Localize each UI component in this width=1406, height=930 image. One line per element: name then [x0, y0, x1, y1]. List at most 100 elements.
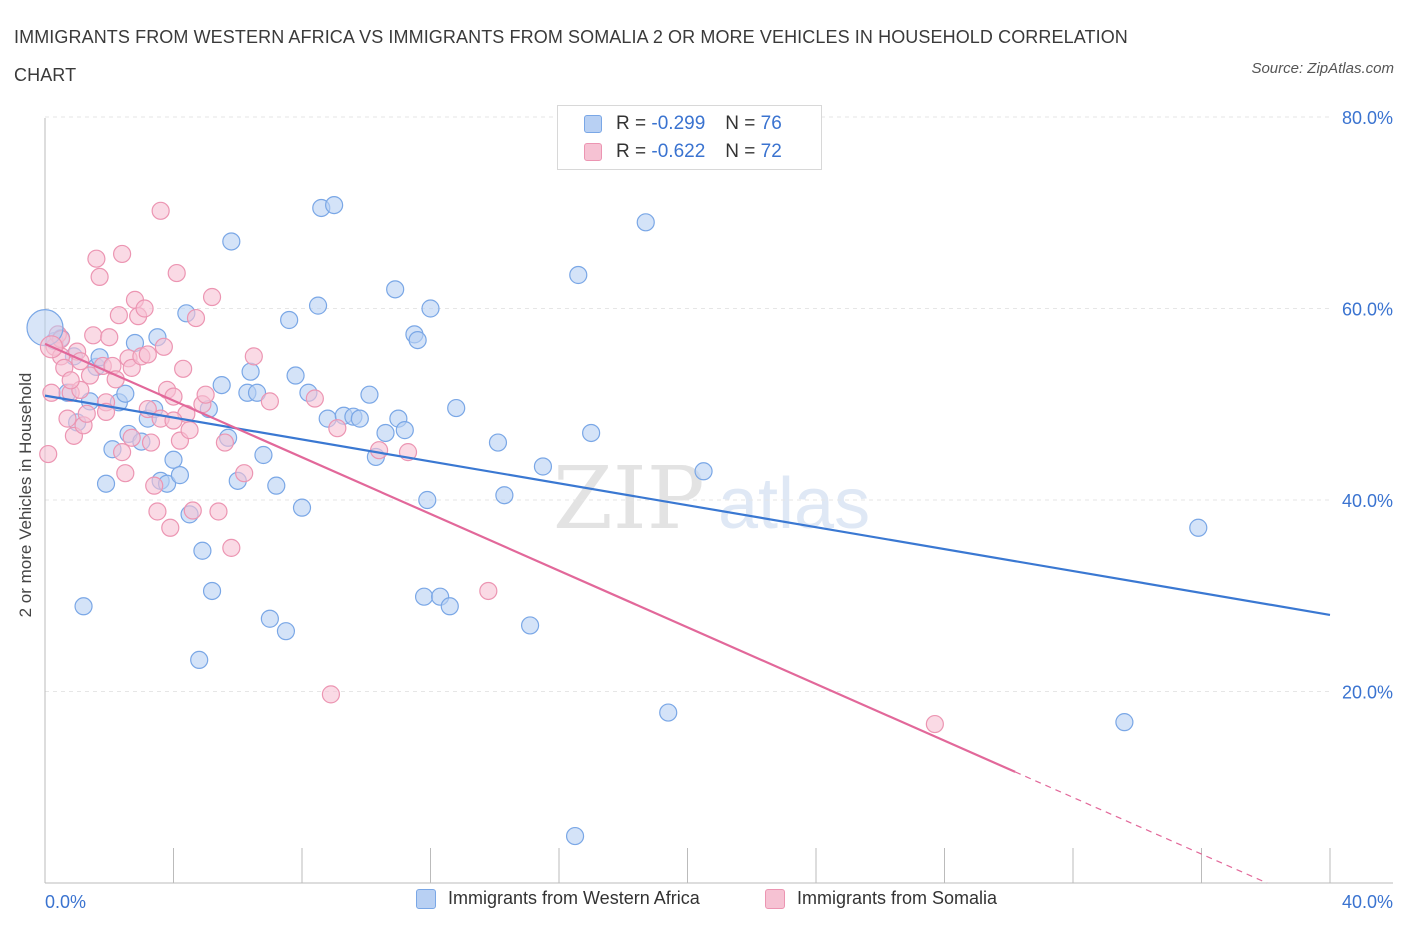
- data-point-pink: [116, 464, 135, 483]
- x-tick-label: 0.0%: [45, 892, 86, 912]
- data-point-pink: [84, 326, 103, 345]
- data-point-blue: [350, 409, 369, 428]
- trend-lines: [44, 342, 1331, 884]
- r-label: R =: [616, 141, 647, 162]
- data-point-pink: [141, 433, 161, 452]
- data-point-blue: [193, 541, 212, 560]
- legend-label: Immigrants from Somalia: [797, 888, 998, 908]
- data-point-pink: [112, 244, 132, 264]
- data-point-pink: [167, 263, 186, 283]
- x-tick-labels: 0.0% 40.0%: [45, 892, 1393, 912]
- legend-item-western-africa[interactable]: Immigrants from Western Africa: [416, 888, 700, 909]
- data-point-blue: [636, 213, 655, 232]
- data-point-blue: [116, 384, 135, 403]
- data-point-blue: [408, 330, 427, 350]
- y-tick-label: 20.0%: [1342, 683, 1393, 703]
- data-point-blue: [1189, 518, 1208, 537]
- data-point-blue: [222, 232, 241, 251]
- trend-line-extension-pink: [1014, 771, 1268, 884]
- data-point-pink: [215, 433, 234, 452]
- pink-swatch: [584, 143, 602, 161]
- n-label: N =: [725, 141, 756, 162]
- r-value: -0.622: [651, 141, 706, 162]
- data-point-pink: [305, 389, 324, 408]
- data-point-blue: [440, 597, 459, 616]
- data-point-blue: [247, 383, 267, 402]
- data-point-blue: [520, 616, 540, 635]
- data-point-pink: [479, 581, 498, 601]
- data-point-pink: [235, 464, 254, 483]
- series-legend: Immigrants from Western Africa Immigrant…: [0, 888, 1406, 916]
- data-point-blue: [164, 450, 183, 469]
- data-point-blue: [533, 457, 553, 476]
- data-point-blue: [190, 650, 209, 670]
- data-point-pink: [925, 714, 944, 734]
- data-point-pink: [135, 299, 154, 318]
- data-point-pink: [209, 502, 228, 521]
- watermark-atlas: atlas: [718, 464, 870, 544]
- data-point-blue: [286, 366, 305, 385]
- data-point-pink: [122, 428, 141, 447]
- data-point-pink: [244, 347, 263, 366]
- data-point-blue: [267, 476, 286, 495]
- data-point-blue: [96, 474, 116, 493]
- data-point-pink: [109, 306, 128, 325]
- r-label: R =: [616, 113, 647, 134]
- data-point-blue: [202, 581, 222, 601]
- data-point-blue: [414, 587, 434, 606]
- n-label: N =: [725, 113, 756, 134]
- stats-legend-row-western-africa: R = -0.299 N = 76: [584, 112, 782, 136]
- trend-line-blue: [44, 394, 1331, 616]
- data-point-pink: [151, 201, 170, 220]
- data-point-blue: [659, 703, 678, 722]
- data-point-pink: [58, 409, 77, 428]
- n-value: 76: [760, 113, 782, 134]
- data-point-blue: [569, 265, 588, 285]
- data-point-blue: [386, 280, 405, 299]
- pink-swatch: [765, 888, 785, 909]
- data-point-blue: [376, 423, 395, 443]
- data-point-pink: [87, 249, 106, 268]
- data-point-blue: [292, 498, 312, 517]
- data-point-pink: [328, 419, 347, 438]
- data-points: [26, 195, 1208, 846]
- axes: [44, 118, 1393, 884]
- data-point-pink: [90, 267, 109, 287]
- data-point-blue: [254, 445, 273, 465]
- data-point-blue: [74, 597, 93, 616]
- data-point-pink: [100, 328, 119, 347]
- chart-title: IMMIGRANTS FROM WESTERN AFRICA VS IMMIGR…: [14, 27, 1128, 85]
- data-point-pink: [164, 411, 183, 430]
- data-point-pink: [161, 518, 180, 537]
- data-point-pink: [77, 404, 96, 423]
- data-point-pink: [80, 366, 100, 385]
- data-point-pink: [370, 441, 389, 460]
- y-tick-label: 60.0%: [1342, 300, 1393, 320]
- data-point-pink: [138, 345, 157, 364]
- data-point-pink: [145, 476, 164, 495]
- data-point-blue: [308, 296, 328, 315]
- data-point-pink: [186, 308, 206, 328]
- data-point-blue: [212, 376, 231, 395]
- data-point-pink: [148, 502, 167, 521]
- legend-label: Immigrants from Western Africa: [448, 888, 700, 908]
- y-tick-labels: 20.0% 40.0% 60.0% 80.0%: [1342, 108, 1393, 703]
- data-point-pink: [180, 421, 199, 440]
- data-point-pink: [39, 444, 58, 464]
- data-point-blue: [360, 385, 379, 404]
- legend-item-somalia[interactable]: Immigrants from Somalia: [765, 888, 997, 909]
- stats-legend-row-somalia: R = -0.622 N = 72: [584, 140, 782, 164]
- data-point-pink: [174, 359, 193, 378]
- data-point-pink: [61, 371, 80, 390]
- data-point-pink: [202, 287, 222, 307]
- gridlines: [45, 116, 1330, 692]
- data-point-blue: [488, 433, 508, 452]
- data-point-blue: [395, 421, 414, 440]
- stats-legend: R = -0.299 N = 76 R = -0.622 N = 72: [557, 105, 822, 170]
- data-point-blue: [276, 622, 296, 641]
- data-point-blue: [495, 486, 514, 505]
- data-point-blue: [241, 362, 260, 381]
- data-point-blue: [280, 310, 299, 330]
- data-point-blue: [418, 490, 437, 510]
